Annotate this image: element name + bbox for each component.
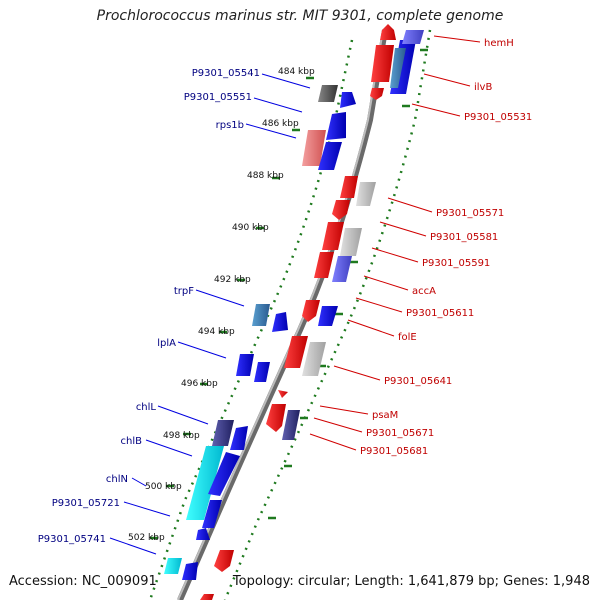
gene-rps1b[interactable] [302, 130, 326, 166]
gene-lav-1[interactable] [402, 30, 424, 44]
gene-P9301_05671[interactable] [266, 404, 286, 432]
gene-grey-2[interactable] [302, 342, 326, 376]
accession-label: Accession: NC_009091 [9, 574, 157, 589]
gene-blue-rps-2[interactable] [318, 142, 342, 170]
gene-label-folE: folE [398, 332, 417, 343]
gene-label-chlB: chlB [121, 436, 143, 447]
gene-psaM[interactable] [278, 390, 288, 398]
gene-label-psaM: psaM [372, 410, 398, 421]
gene-red-low[interactable] [214, 550, 234, 572]
gene-label-ilvB: ilvB [474, 82, 492, 93]
gene-accA[interactable] [332, 256, 352, 282]
gene-label-P9301_05571: P9301_05571 [436, 208, 504, 219]
tick-label-488: 488 kbp [247, 171, 284, 181]
tick-guide-right [223, 29, 432, 600]
gene-label-P9301_05671: P9301_05671 [366, 428, 434, 439]
gene-accA-grey[interactable] [340, 228, 362, 256]
gene-P9301_05591[interactable] [322, 222, 344, 250]
gene-chlB[interactable] [186, 446, 224, 520]
gene-red-bottom[interactable] [200, 594, 214, 600]
gene-steel-1[interactable] [390, 48, 406, 88]
forward-strand-genes [200, 24, 424, 600]
genome-summary: Topology: circular; Length: 1,641,879 bp… [232, 574, 590, 589]
gene-label-P9301_05551: P9301_05551 [184, 92, 252, 103]
gene-label-chlL: chlL [136, 402, 157, 413]
tick-label-496: 496 kbp [181, 379, 218, 389]
gene-red-mid-1[interactable] [340, 176, 358, 198]
gene-label-chlN: chlN [106, 474, 128, 485]
gene-P9301_05581[interactable] [332, 200, 350, 220]
gene-label-P9301_05721: P9301_05721 [52, 498, 120, 509]
gene-chlL-blue[interactable] [230, 426, 248, 450]
gene-small-blue[interactable] [196, 528, 210, 540]
gene-label-trpF: trpF [174, 286, 194, 297]
tick-label-500: 500 kbp [145, 482, 182, 492]
gene-label-P9301_05741: P9301_05741 [38, 534, 106, 545]
gene-lplA[interactable] [236, 354, 254, 376]
gene-P9301_05541[interactable] [318, 85, 338, 102]
tick-label-492: 492 kbp [214, 275, 251, 285]
gene-P9301_05741[interactable] [164, 558, 182, 574]
gene-P9301_05551[interactable] [340, 92, 356, 108]
gene-label-P9301_05681: P9301_05681 [360, 446, 428, 457]
gene-hemH[interactable] [380, 24, 396, 40]
gene-trpF[interactable] [252, 304, 270, 326]
gene-label-P9301_05581: P9301_05581 [430, 232, 498, 243]
gene-P9301_05721[interactable] [202, 500, 222, 528]
gene-P9301_05741-blue[interactable] [182, 562, 198, 580]
tick-label-486: 486 kbp [262, 119, 299, 129]
gene-blue-rps[interactable] [326, 112, 346, 140]
gene-P9301_05681[interactable] [282, 410, 300, 440]
reverse-leader-lines [109, 73, 311, 555]
gene-label-P9301_05541: P9301_05541 [192, 68, 260, 79]
gene-label-P9301_05531: P9301_05531 [464, 112, 532, 123]
tick-label-484: 484 kbp [278, 67, 315, 77]
gene-ilvB[interactable] [371, 45, 394, 82]
gene-P9301_05531[interactable] [370, 88, 384, 100]
gene-red-mid-2[interactable] [314, 252, 334, 278]
gene-label-P9301_05641: P9301_05641 [384, 376, 452, 387]
gene-chlN[interactable] [208, 452, 240, 496]
reverse-strand-genes [164, 85, 356, 580]
gene-label-hemH: hemH [484, 38, 514, 49]
scale-tick-marks [150, 48, 428, 540]
gene-lplA-2[interactable] [254, 362, 270, 382]
gene-chlL[interactable] [212, 420, 234, 446]
map-title: Prochlorococcus marinus str. MIT 9301, c… [96, 8, 504, 24]
forward-leader-lines [309, 35, 481, 451]
gene-label-accA: accA [412, 286, 436, 297]
gene-label-P9301_05611: P9301_05611 [406, 308, 474, 319]
tick-label-494: 494 kbp [198, 327, 235, 337]
gene-P9301_05611[interactable] [302, 300, 320, 322]
gene-label-rps1b: rps1b [216, 120, 244, 131]
gene-folE[interactable] [318, 306, 338, 326]
gene-label-P9301_05591: P9301_05591 [422, 258, 490, 269]
tick-guide-left [148, 39, 354, 600]
tick-label-498: 498 kbp [163, 431, 200, 441]
tick-label-502: 502 kbp [128, 533, 165, 543]
gene-P9301_05641[interactable] [284, 336, 308, 368]
gene-trpF-blue[interactable] [272, 312, 288, 332]
tick-label-490: 490 kbp [232, 223, 269, 233]
gene-label-lplA: lplA [157, 338, 176, 349]
gene-P9301_05571[interactable] [356, 182, 376, 206]
